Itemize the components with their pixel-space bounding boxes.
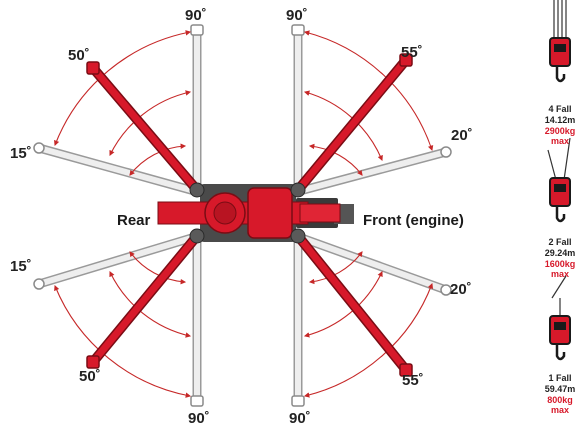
angle-upper-right: 55˚ — [401, 44, 423, 61]
angle-top-right: 90˚ — [286, 7, 308, 24]
fall-4-load: 2900kg — [545, 126, 576, 136]
angle-lower-right: 55˚ — [402, 372, 424, 389]
angle-mid-lower-right: 20˚ — [450, 281, 472, 298]
angle-top-left: 90˚ — [185, 7, 207, 24]
crane-cab — [247, 187, 293, 239]
angle-bottom-right: 90˚ — [289, 410, 311, 427]
crane-body — [157, 182, 354, 244]
fall-1-name: 1 Fall — [548, 373, 571, 383]
angle-lower-left: 50˚ — [79, 368, 101, 385]
fall-1-load: 800kg — [547, 395, 573, 405]
fall-1-length: 59.47m — [545, 384, 576, 394]
fall-4-name: 4 Fall — [548, 104, 571, 114]
hook-block-1-fall — [549, 275, 571, 361]
hook-block-4-fall — [549, 0, 571, 83]
angle-bottom-left: 90˚ — [188, 410, 210, 427]
fall-4-length: 14.12m — [545, 115, 576, 125]
hook-block-2-fall — [547, 137, 571, 223]
fall-2-length: 29.24m — [545, 248, 576, 258]
fall-1-max: max — [551, 405, 569, 415]
angle-mid-upper-right: 20˚ — [451, 127, 473, 144]
rotation-arcs — [54, 30, 434, 398]
fall-2-name: 2 Fall — [548, 237, 571, 247]
angle-labels: 90˚ 90˚ 50˚ 55˚ 15˚ 20˚ 15˚ 20˚ 50˚ 55˚ … — [10, 7, 473, 427]
rear-label: Rear — [117, 212, 151, 229]
fall-2-load: 1600kg — [545, 259, 576, 269]
angle-mid-upper-left: 15˚ — [10, 145, 32, 162]
angle-mid-lower-left: 15˚ — [10, 258, 32, 275]
red-outrigger-legs — [86, 53, 413, 377]
grey-outrigger-legs — [33, 24, 452, 407]
fall-4-max: max — [551, 136, 569, 146]
front-label: Front (engine) — [363, 212, 464, 229]
angle-upper-left: 50˚ — [68, 47, 90, 64]
fall-2-max: max — [551, 269, 569, 279]
hook-configurations: 4 Fall 14.12m 2900kg max 2 Fall 29.24m 1… — [545, 0, 576, 415]
